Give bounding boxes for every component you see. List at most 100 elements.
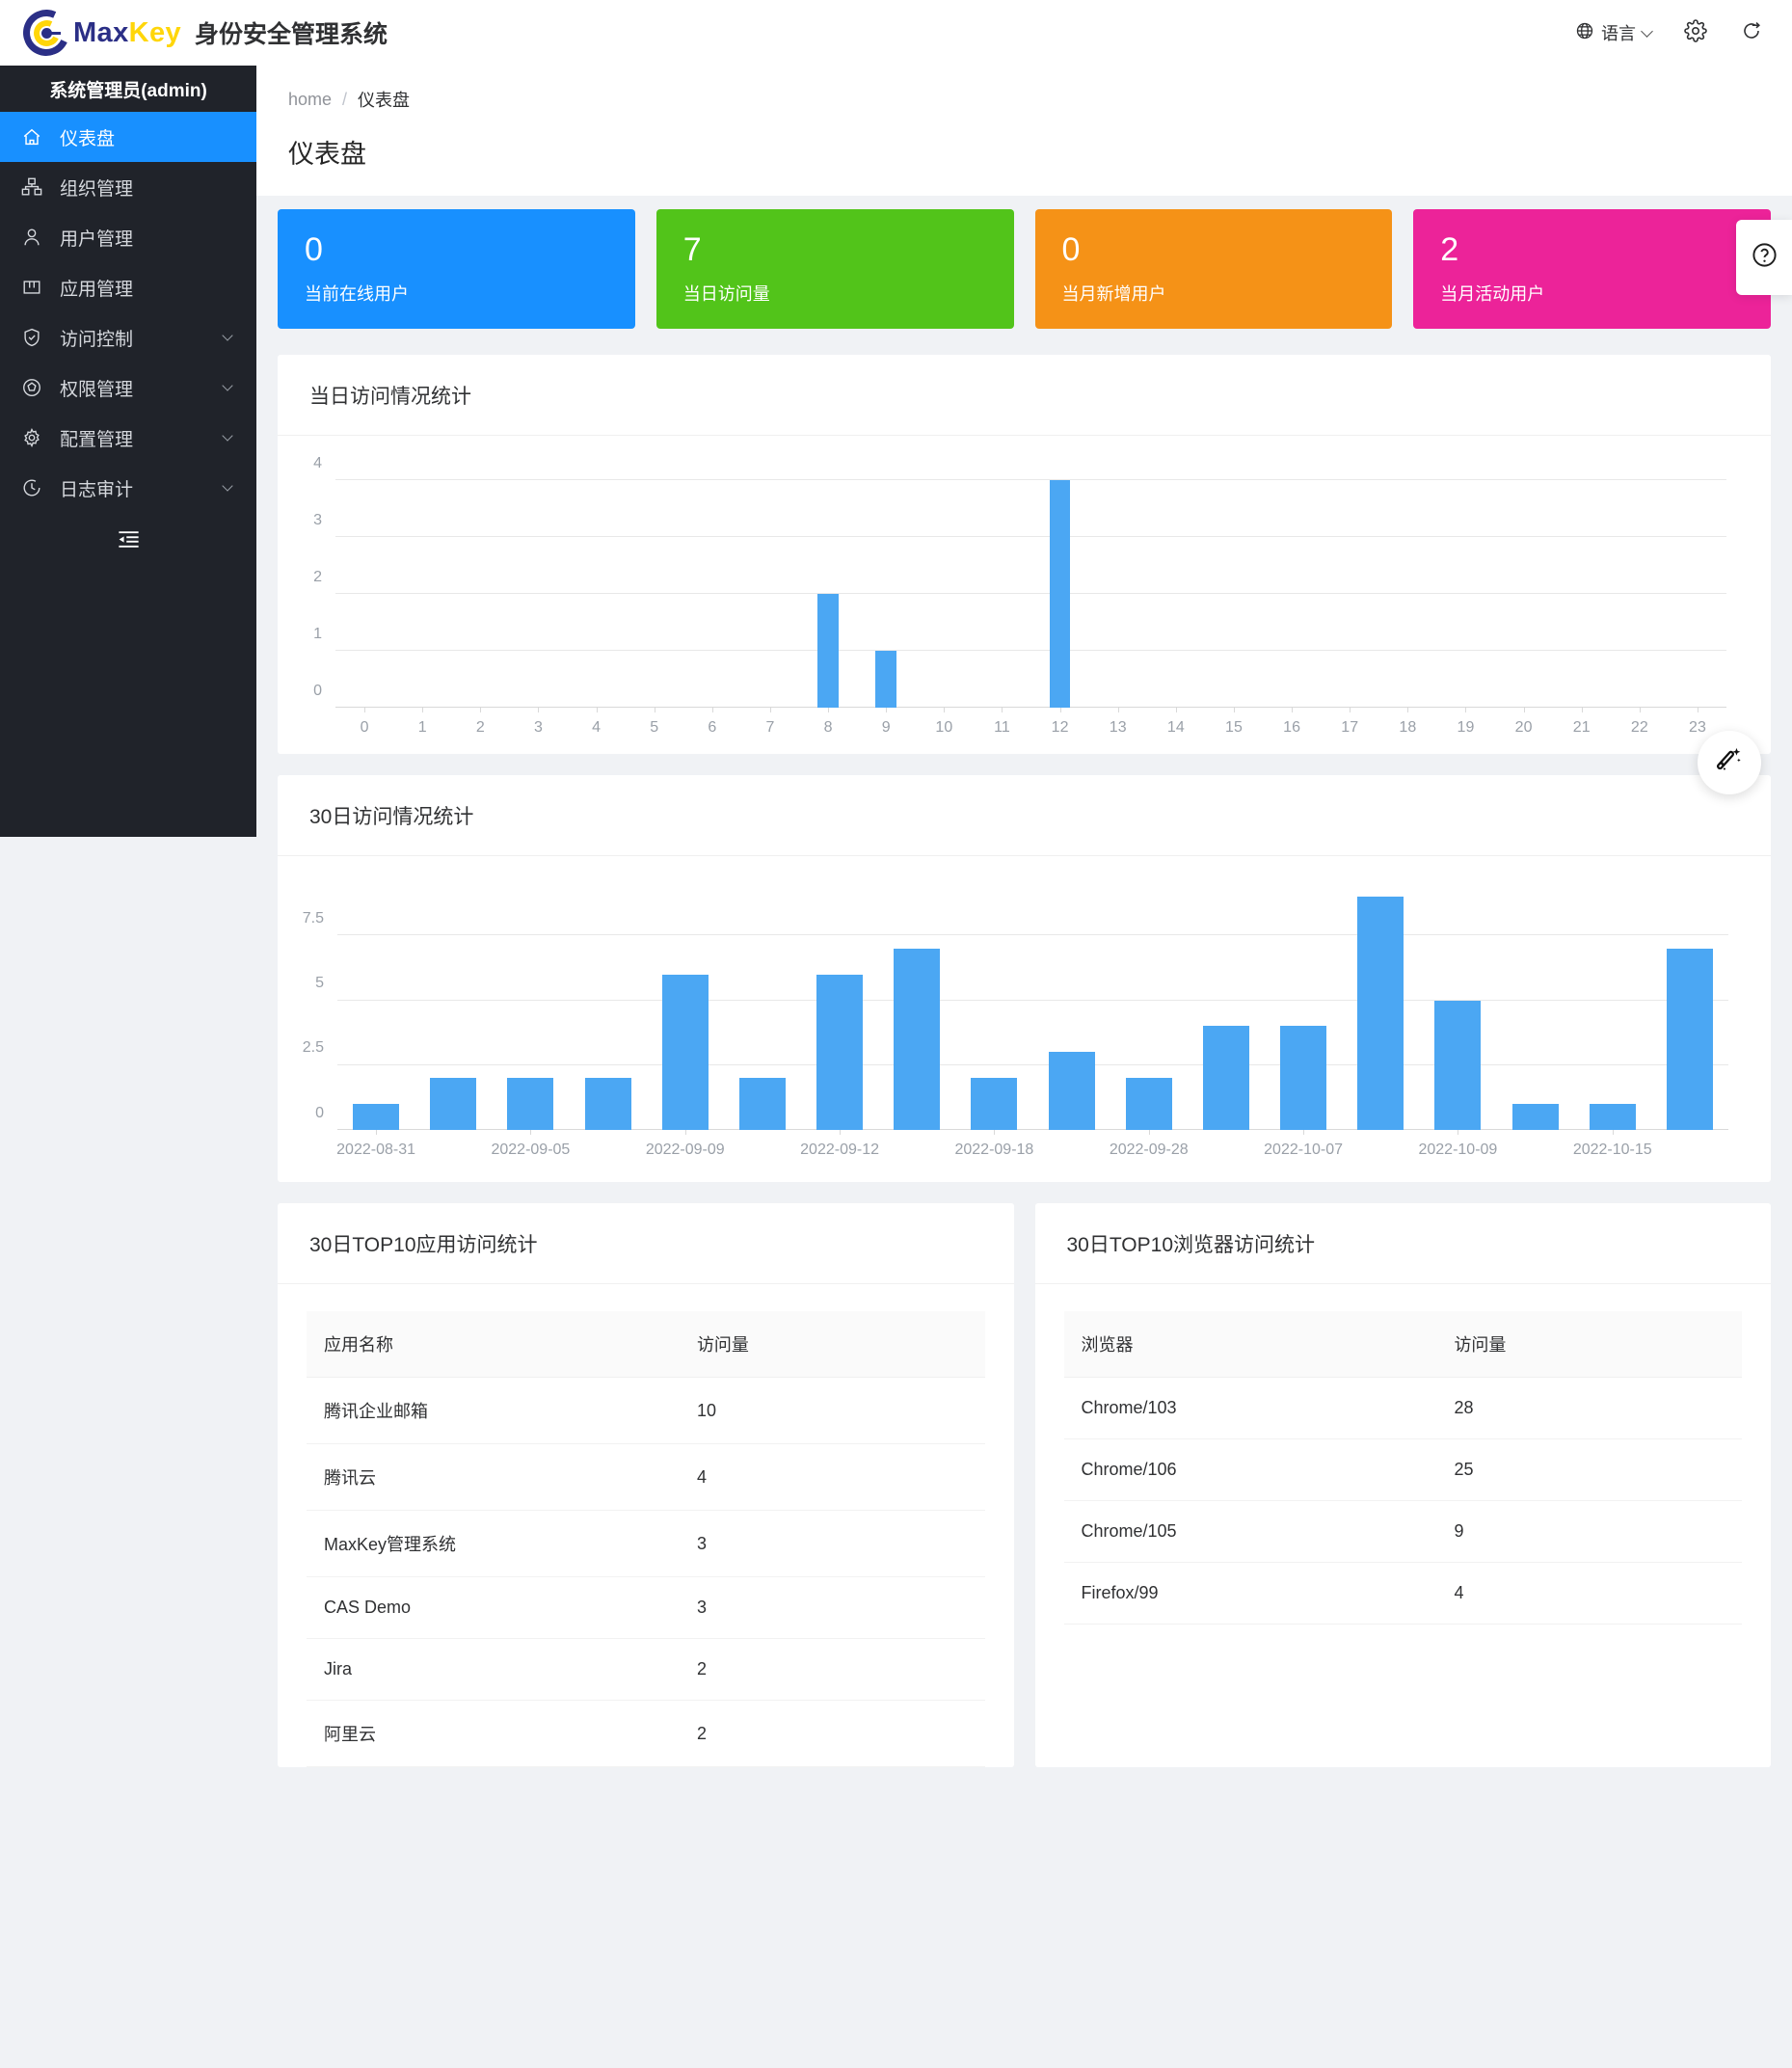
sidebar-item-access-control[interactable]: 访问控制 — [0, 312, 256, 363]
chart-gridline — [335, 650, 1726, 651]
app-visits: 2 — [679, 1638, 985, 1701]
chart-gridline — [335, 707, 1726, 708]
top-browsers-title: 30日TOP10浏览器访问统计 — [1034, 1203, 1771, 1284]
page-title: 仪表盘 — [256, 112, 1792, 196]
chart-y-tick: 0 — [313, 682, 322, 699]
sidebar-item-dashboard[interactable]: 仪表盘 — [0, 112, 256, 162]
magic-wand-icon — [1714, 745, 1745, 781]
chart-bar[interactable] — [1202, 1026, 1249, 1130]
table-row[interactable]: Chrome/106 25 — [1063, 1438, 1742, 1501]
breadcrumb-home[interactable]: home — [288, 89, 333, 109]
sidebar-item-label: 仪表盘 — [60, 128, 116, 149]
chart-y-tick: 1 — [313, 625, 322, 642]
sidebar-item-configuration[interactable]: 配置管理 — [0, 413, 256, 463]
chart-bar[interactable] — [1434, 1000, 1482, 1130]
app-name: CAS Demo — [307, 1576, 680, 1639]
language-label: 语言 — [1601, 24, 1636, 43]
table-row[interactable]: 腾讯云 4 — [307, 1443, 985, 1511]
chart-bar[interactable] — [507, 1078, 554, 1130]
chart-x-tick-mark — [538, 708, 540, 712]
chart-bar[interactable] — [1666, 948, 1713, 1130]
chart-x-tick-mark — [1175, 708, 1177, 712]
chart-x-tick-mark — [1639, 708, 1641, 712]
chart-x-tick: 22 — [1630, 719, 1648, 736]
app-icon — [21, 277, 46, 298]
chart-x-tick: 2022-10-07 — [1264, 1141, 1343, 1158]
chart-bar[interactable] — [1048, 1052, 1095, 1130]
stat-value: 2 — [1440, 231, 1459, 268]
browser-visits: 4 — [1436, 1562, 1742, 1625]
chart-x-tick-mark — [1303, 1130, 1305, 1135]
sidebar-item-users[interactable]: 用户管理 — [0, 212, 256, 262]
chart-bar[interactable] — [1125, 1078, 1172, 1130]
browser-visits: 28 — [1436, 1377, 1742, 1439]
chart-bar[interactable] — [1589, 1104, 1636, 1130]
chart-y-tick: 3 — [313, 511, 322, 528]
chart-x-tick: 18 — [1399, 719, 1417, 736]
table-row[interactable]: MaxKey管理系统 3 — [307, 1510, 985, 1577]
chart-x-tick: 6 — [708, 719, 717, 736]
chart-bar[interactable] — [430, 1078, 477, 1130]
sidebar-item-organization[interactable]: 组织管理 — [0, 162, 256, 212]
gear-icon — [1684, 18, 1707, 47]
chart-x-tick-mark — [1292, 708, 1294, 712]
stat-card-new-users[interactable]: 0 当月新增用户 — [1034, 209, 1393, 329]
sidebar-item-permissions[interactable]: 权限管理 — [0, 363, 256, 413]
chart-x-tick: 2022-09-12 — [800, 1141, 879, 1158]
table-row[interactable]: CAS Demo 3 — [307, 1576, 985, 1639]
chart-x-tick-mark — [376, 1130, 378, 1135]
table-row[interactable]: 阿里云 2 — [307, 1700, 985, 1767]
chart-x-tick: 21 — [1572, 719, 1591, 736]
chart-bar[interactable] — [584, 1078, 631, 1130]
help-button[interactable] — [1736, 220, 1792, 295]
table-row[interactable]: Firefox/99 4 — [1063, 1562, 1742, 1625]
chart-bar[interactable] — [1280, 1026, 1327, 1130]
sidebar-collapse-button[interactable] — [0, 513, 256, 571]
chart-bar[interactable] — [817, 594, 839, 708]
chart-bar[interactable] — [894, 948, 941, 1130]
settings-button[interactable] — [1684, 18, 1707, 47]
stat-value: 7 — [682, 231, 702, 268]
chart-bar[interactable] — [738, 1078, 786, 1130]
stat-value: 0 — [305, 231, 323, 268]
chart-bar[interactable] — [353, 1104, 400, 1130]
stat-card-active-users[interactable]: 2 当月活动用户 — [1413, 209, 1771, 329]
dashboard-content: 0 当前在线用户 7 当日访问量 0 当月新增用户 2 当月活动用户 当日访问情… — [256, 196, 1792, 1767]
chart-x-tick: 15 — [1225, 719, 1243, 736]
chevron-down-icon — [1641, 24, 1653, 38]
chart-x-tick: 4 — [592, 719, 602, 736]
table-row[interactable]: 腾讯企业邮箱 10 — [307, 1377, 985, 1444]
daily-visits-chart: 0 1 2 3 4 0 1 2 3 4 5 6 7 8 9 10 11 12 13 14 15 16 17 18 19 20 21 2… — [278, 436, 1771, 754]
ai-assistant-button[interactable] — [1698, 731, 1761, 794]
chart-bar[interactable] — [875, 651, 896, 708]
main-content: home / 仪表盘 仪表盘 0 当前在线用户 7 当日访问量 0 当月新增用户… — [256, 66, 1792, 2068]
table-row[interactable]: Chrome/105 9 — [1063, 1500, 1742, 1563]
table-row[interactable]: Jira 2 — [307, 1638, 985, 1701]
chart-x-tick: 2022-08-31 — [336, 1141, 415, 1158]
stat-card-daily-visits[interactable]: 7 当日访问量 — [655, 209, 1014, 329]
chart-bar[interactable] — [816, 974, 864, 1130]
language-switcher[interactable]: 语言 — [1575, 20, 1653, 45]
chart-x-tick-mark — [1581, 708, 1583, 712]
logout-button[interactable] — [1740, 19, 1763, 47]
chart-x-tick-mark — [1350, 708, 1351, 712]
browser-name: Chrome/103 — [1063, 1377, 1437, 1439]
chart-x-tick-mark — [1233, 708, 1235, 712]
chart-bar[interactable] — [1511, 1104, 1559, 1130]
chart-bar[interactable] — [971, 1078, 1018, 1130]
question-circle-icon — [1751, 241, 1779, 274]
table-row[interactable]: Chrome/103 28 — [1063, 1377, 1742, 1439]
app-visits: 3 — [679, 1576, 985, 1639]
column-header-app-name: 应用名称 — [307, 1311, 680, 1378]
stat-card-online-users[interactable]: 0 当前在线用户 — [278, 209, 635, 329]
sidebar-item-audit-log[interactable]: 日志审计 — [0, 463, 256, 513]
sidebar-item-label: 应用管理 — [60, 279, 134, 300]
sidebar-item-applications[interactable]: 应用管理 — [0, 262, 256, 312]
chart-bar[interactable] — [1357, 897, 1404, 1130]
chart-x-tick: 17 — [1341, 719, 1359, 736]
chart-bar[interactable] — [1049, 480, 1071, 708]
chart-x-tick: 13 — [1109, 719, 1127, 736]
badge-icon — [21, 377, 46, 398]
chart-bar[interactable] — [661, 974, 709, 1130]
maxkey-logo-icon — [16, 3, 76, 63]
